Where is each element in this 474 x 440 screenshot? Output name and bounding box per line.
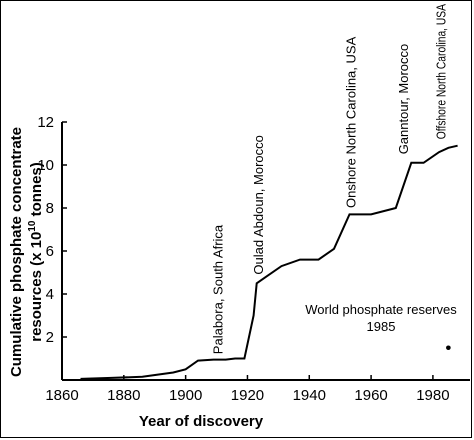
y-axis-title-suffix: tonnes) [28, 162, 45, 220]
discovery-label: Oulad Abdoun, Morocco [251, 135, 266, 274]
y-tick-label: 10 [37, 157, 54, 174]
reserves-label: World phosphate reserves [305, 302, 457, 317]
reserves-point [446, 345, 451, 351]
x-tick-label: 1880 [107, 387, 140, 404]
x-tick-label: 1920 [231, 387, 264, 404]
y-tick-label: 4 [46, 286, 54, 303]
y-tick-label: 2 [46, 329, 54, 346]
x-tick-label: 1960 [354, 387, 387, 404]
x-ticks: 1860 1880 1900 1920 1940 1960 1980 [45, 375, 450, 404]
y-ticks: 2 4 6 8 10 12 [37, 114, 67, 346]
discovery-label: Onshore North Carolina, USA [344, 36, 359, 208]
x-tick-label: 1860 [45, 387, 78, 404]
discovery-annotations: Palabora, South Africa Oulad Abdoun, Moro… [211, 4, 449, 354]
reserves-year-label: 1985 [367, 319, 396, 334]
discovery-label: Palabora, South Africa [211, 224, 226, 354]
x-tick-label: 1900 [169, 387, 202, 404]
discovery-label: Ganntour, Morocco [396, 44, 411, 155]
x-tick-label: 1980 [416, 387, 449, 404]
y-axis-title-line1: Cumulative phosphate concentrate [8, 127, 25, 377]
y-tick-label: 12 [37, 114, 54, 131]
y-axis-title-prefix: resources (x 10 [28, 232, 45, 342]
discovery-label: Offshore North Carolina, USA [433, 4, 448, 139]
x-tick-label: 1940 [293, 387, 326, 404]
y-tick-label: 6 [46, 243, 54, 260]
x-axis-title: Year of discovery [139, 413, 264, 430]
y-axis-title-line2: resources (x 1010 tonnes) [27, 162, 45, 342]
y-tick-label: 8 [46, 200, 54, 217]
cumulative-resources-line [80, 144, 458, 380]
y-axis-title-exponent: 10 [27, 220, 38, 232]
